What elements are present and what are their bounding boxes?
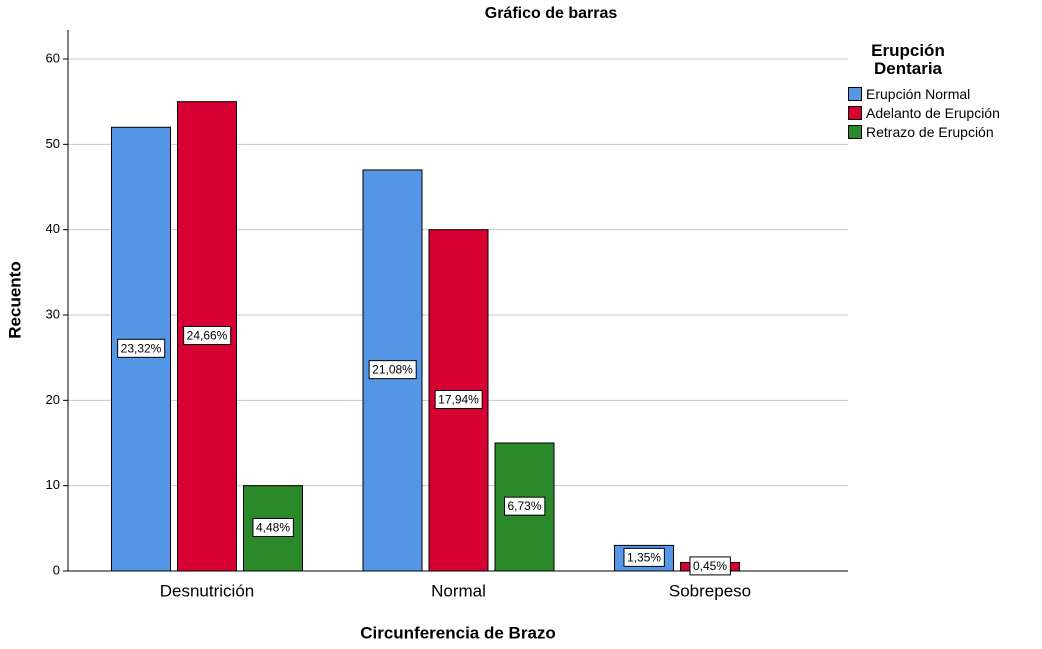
x-tick-label: Desnutrición xyxy=(160,581,255,600)
value-label: 21,08% xyxy=(372,363,413,377)
y-tick-label: 30 xyxy=(46,306,60,321)
y-tick-label: 60 xyxy=(46,50,60,65)
value-label-box xyxy=(117,338,166,358)
legend-item: Erupción Normal xyxy=(848,84,1038,103)
legend-title: Erupción Dentaria xyxy=(871,41,945,78)
x-tick-label: Sobrepeso xyxy=(669,581,751,600)
value-label: 0,45% xyxy=(693,559,727,573)
value-label: 23,32% xyxy=(121,341,162,355)
legend-label: Adelanto de Erupción xyxy=(866,104,1000,121)
legend-swatch xyxy=(848,86,862,101)
legend-item: Retrazo de Erupción xyxy=(848,122,1038,141)
legend-swatch xyxy=(848,105,862,120)
y-tick-label: 50 xyxy=(46,136,60,151)
y-axis-title: Recuento xyxy=(5,261,24,338)
y-tick-label: 0 xyxy=(53,562,60,577)
value-label-box xyxy=(434,390,483,410)
y-tick-label: 10 xyxy=(46,477,60,492)
value-label-box xyxy=(183,326,232,346)
value-label-box xyxy=(503,496,546,516)
legend: Erupción Dentaria Erupción Normal Adelant… xyxy=(848,42,1038,141)
value-label-box xyxy=(252,518,294,538)
legend-label: Erupción Normal xyxy=(866,85,971,102)
value-label: 6,73% xyxy=(507,499,541,513)
x-tick-label: Normal xyxy=(431,581,486,600)
legend-item: Adelanto de Erupción xyxy=(848,103,1038,122)
value-label: 1,35% xyxy=(627,550,661,564)
value-label-box xyxy=(368,360,417,380)
chart-title: Gráfico de barras xyxy=(485,5,618,22)
value-label: 24,66% xyxy=(187,329,228,343)
value-label: 4,48% xyxy=(256,521,290,535)
y-tick-label: 20 xyxy=(46,392,60,407)
legend-label: Retrazo de Erupción xyxy=(866,123,994,140)
value-label-box xyxy=(623,547,665,567)
x-axis-title: Circunferencia de Brazo xyxy=(360,623,556,642)
value-label-box xyxy=(689,556,731,576)
legend-swatch xyxy=(848,124,862,139)
y-tick-label: 40 xyxy=(46,221,60,236)
value-label: 17,94% xyxy=(438,393,479,407)
